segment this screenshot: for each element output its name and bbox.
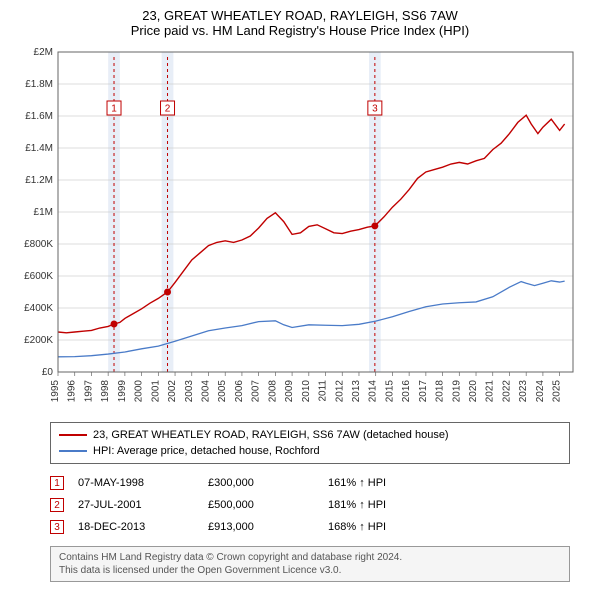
svg-text:2001: 2001 xyxy=(150,380,161,403)
svg-text:2015: 2015 xyxy=(384,380,395,403)
event-date-1: 07-MAY-1998 xyxy=(78,477,208,489)
svg-text:2022: 2022 xyxy=(501,380,512,403)
event-badge-3: 3 xyxy=(50,520,64,534)
svg-text:£400K: £400K xyxy=(24,303,53,314)
event-row-2: 2 27-JUL-2001 £500,000 181% ↑ HPI xyxy=(50,494,570,516)
svg-text:£1.4M: £1.4M xyxy=(25,143,53,154)
event-row-3: 3 18-DEC-2013 £913,000 168% ↑ HPI xyxy=(50,516,570,538)
attribution-box: Contains HM Land Registry data © Crown c… xyxy=(50,546,570,582)
event-date-2: 27-JUL-2001 xyxy=(78,499,208,511)
event-pct-3: 168% ↑ HPI xyxy=(328,521,386,533)
svg-text:2005: 2005 xyxy=(217,380,228,403)
attribution-line-1: Contains HM Land Registry data © Crown c… xyxy=(59,551,561,564)
svg-text:2002: 2002 xyxy=(167,380,178,403)
svg-text:£1.6M: £1.6M xyxy=(25,111,53,122)
svg-text:1996: 1996 xyxy=(67,380,78,403)
svg-text:2006: 2006 xyxy=(234,380,245,403)
legend-label-property: 23, GREAT WHEATLEY ROAD, RAYLEIGH, SS6 7… xyxy=(93,429,449,441)
svg-text:£200K: £200K xyxy=(24,335,53,346)
svg-text:2021: 2021 xyxy=(485,380,496,403)
svg-text:£0: £0 xyxy=(42,367,54,378)
svg-text:2023: 2023 xyxy=(518,380,529,403)
title-line-2: Price paid vs. HM Land Registry's House … xyxy=(10,23,590,38)
svg-text:2018: 2018 xyxy=(435,380,446,403)
svg-text:1998: 1998 xyxy=(100,380,111,403)
event-date-3: 18-DEC-2013 xyxy=(78,521,208,533)
svg-text:£1.2M: £1.2M xyxy=(25,175,53,186)
legend-label-hpi: HPI: Average price, detached house, Roch… xyxy=(93,445,320,457)
svg-text:2000: 2000 xyxy=(134,380,145,403)
event-pct-1: 161% ↑ HPI xyxy=(328,477,386,489)
svg-text:2016: 2016 xyxy=(401,380,412,403)
legend-swatch-property xyxy=(59,434,87,436)
svg-text:2: 2 xyxy=(165,104,171,115)
event-price-3: £913,000 xyxy=(208,521,328,533)
chart-container: 23, GREAT WHEATLEY ROAD, RAYLEIGH, SS6 7… xyxy=(0,0,600,592)
svg-text:2025: 2025 xyxy=(552,380,563,403)
svg-text:1: 1 xyxy=(111,104,117,115)
svg-text:2012: 2012 xyxy=(334,380,345,403)
event-pct-2: 181% ↑ HPI xyxy=(328,499,386,511)
svg-text:2017: 2017 xyxy=(418,380,429,403)
event-badge-1: 1 xyxy=(50,476,64,490)
svg-text:2019: 2019 xyxy=(451,380,462,403)
event-price-2: £500,000 xyxy=(208,499,328,511)
svg-text:1999: 1999 xyxy=(117,380,128,403)
svg-text:2003: 2003 xyxy=(184,380,195,403)
legend-row-property: 23, GREAT WHEATLEY ROAD, RAYLEIGH, SS6 7… xyxy=(59,427,561,443)
svg-text:2014: 2014 xyxy=(368,380,379,403)
svg-text:2004: 2004 xyxy=(200,380,211,403)
event-badge-2: 2 xyxy=(50,498,64,512)
svg-text:2010: 2010 xyxy=(301,380,312,403)
events-box: 1 07-MAY-1998 £300,000 161% ↑ HPI 2 27-J… xyxy=(50,472,570,538)
attribution-line-2: This data is licensed under the Open Gov… xyxy=(59,564,561,577)
svg-text:2011: 2011 xyxy=(318,380,329,402)
event-row-1: 1 07-MAY-1998 £300,000 161% ↑ HPI xyxy=(50,472,570,494)
svg-text:£1.8M: £1.8M xyxy=(25,79,53,90)
svg-text:2013: 2013 xyxy=(351,380,362,403)
legend-row-hpi: HPI: Average price, detached house, Roch… xyxy=(59,443,561,459)
event-price-1: £300,000 xyxy=(208,477,328,489)
svg-text:2024: 2024 xyxy=(535,380,546,403)
svg-text:1997: 1997 xyxy=(83,380,94,403)
svg-text:2009: 2009 xyxy=(284,380,295,403)
svg-text:1995: 1995 xyxy=(50,380,61,403)
svg-text:£1M: £1M xyxy=(34,207,53,218)
title-line-1: 23, GREAT WHEATLEY ROAD, RAYLEIGH, SS6 7… xyxy=(10,8,590,23)
svg-text:2007: 2007 xyxy=(251,380,262,403)
svg-text:£2M: £2M xyxy=(34,47,53,58)
chart-svg: £0 £200K £400K £600K £800K £1M £1.2M £1.4M £1.6M… xyxy=(10,44,590,414)
svg-text:3: 3 xyxy=(372,104,378,115)
svg-text:2008: 2008 xyxy=(267,380,278,403)
svg-text:£600K: £600K xyxy=(24,271,53,282)
svg-text:2020: 2020 xyxy=(468,380,479,403)
legend-swatch-hpi xyxy=(59,450,87,452)
legend-box: 23, GREAT WHEATLEY ROAD, RAYLEIGH, SS6 7… xyxy=(50,422,570,464)
chart-area: £0 £200K £400K £600K £800K £1M £1.2M £1.4M £1.6M… xyxy=(10,44,590,414)
svg-text:£800K: £800K xyxy=(24,239,53,250)
